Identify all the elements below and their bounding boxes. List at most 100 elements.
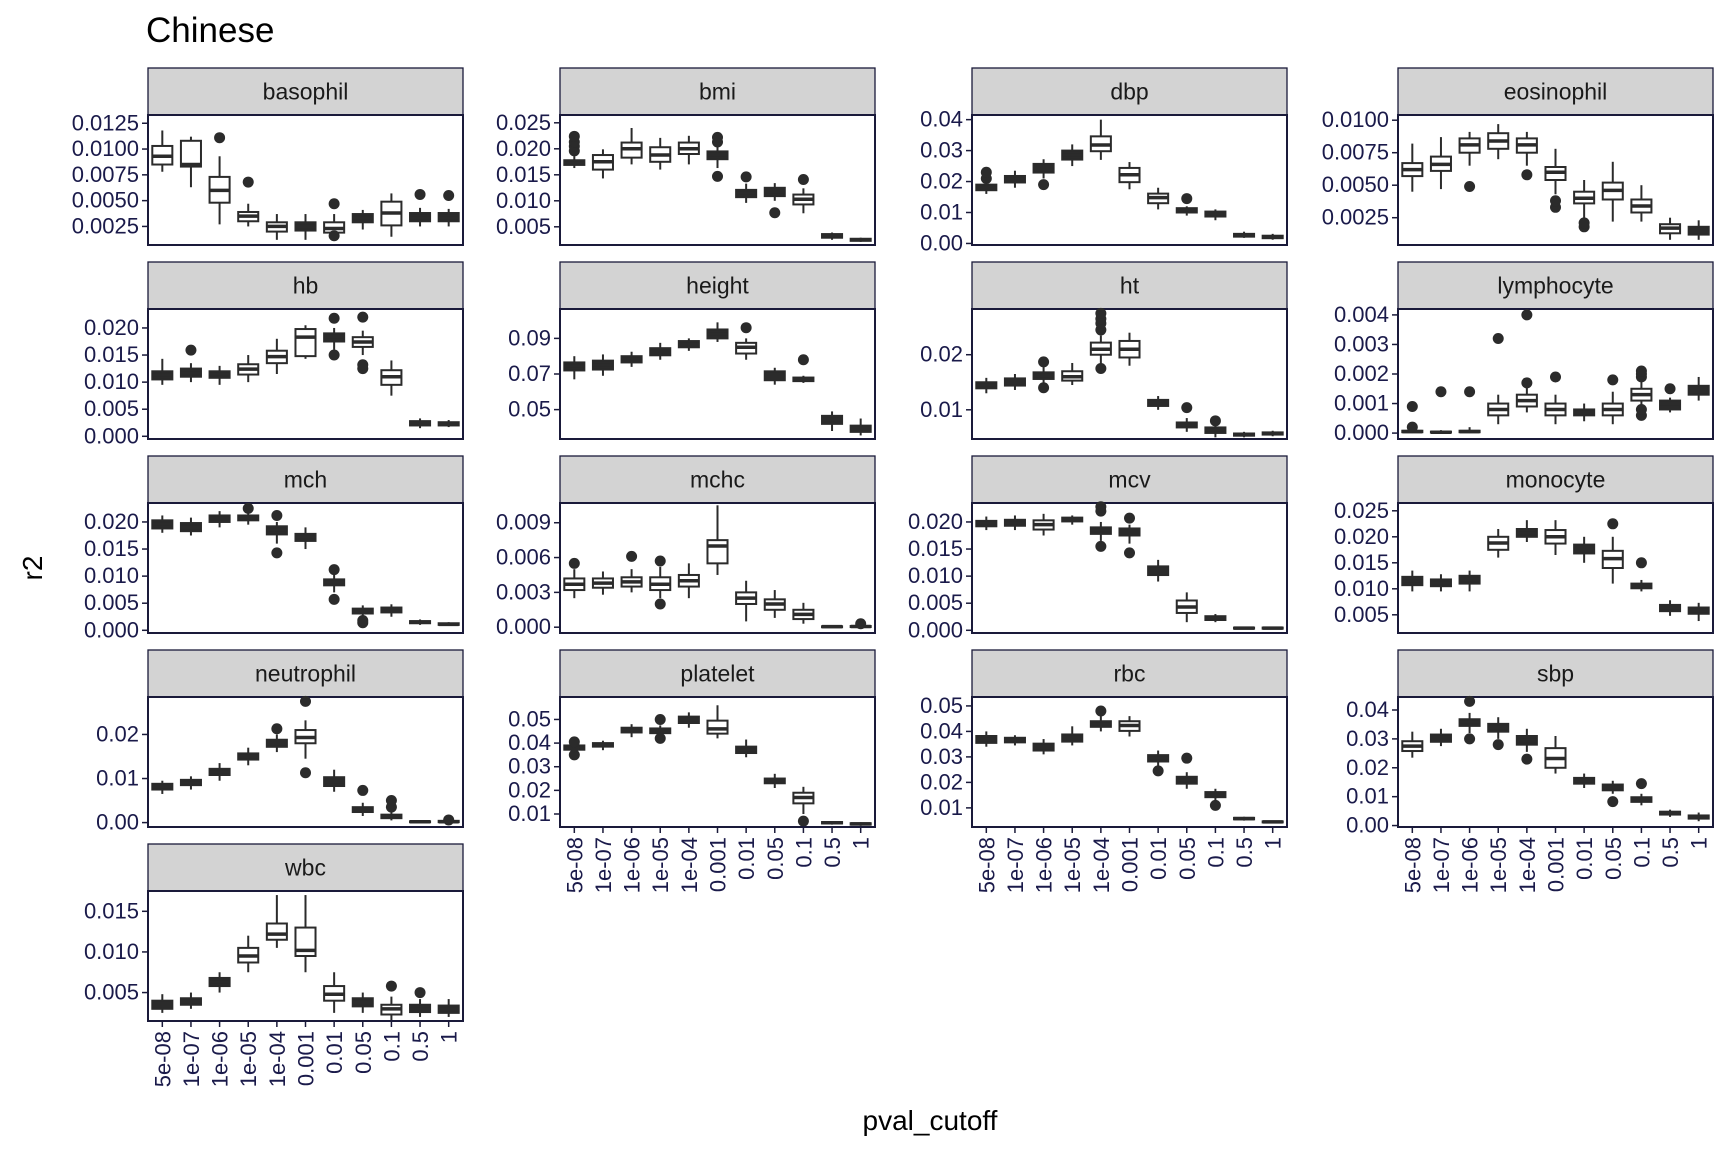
box-5e-08 <box>975 166 998 194</box>
y-tick-label: 0.01 <box>508 801 551 826</box>
x-tick-label: 1e-07 <box>1003 837 1028 893</box>
facet-strip <box>559 261 876 310</box>
outlier-point <box>1181 752 1193 764</box>
box-1e-06 <box>620 724 643 738</box>
x-tick-label: 0.01 <box>1146 837 1171 880</box>
y-tick-label: 0.02 <box>920 169 963 194</box>
y-tick-label: 0.04 <box>508 730 551 755</box>
box-0.001 <box>1544 148 1567 213</box>
panel-border <box>147 114 464 246</box>
outlier-point <box>769 207 781 219</box>
y-tick-label: 0.005 <box>84 590 139 615</box>
box-1e-04 <box>1515 728 1538 765</box>
box-1e-04 <box>1089 307 1112 374</box>
y-tick-label: 0.01 <box>920 200 963 225</box>
box-0.05 <box>763 367 786 385</box>
outlier-point <box>712 170 723 182</box>
x-tick-label: 0.01 <box>322 1031 347 1074</box>
y-tick-label: 0.0100 <box>1322 107 1389 132</box>
box-0.1 <box>380 604 403 617</box>
y-tick-label: 0.02 <box>920 342 963 367</box>
facet-strip-label: mcv <box>1108 467 1151 493</box>
box-1e-06 <box>1032 513 1055 536</box>
facet-wbc: wbc 0.005 0.010 0.015 5e-08 1e-07 1e-06 1e-05 1e… <box>84 843 464 1087</box>
box-0.5 <box>1659 383 1682 413</box>
facet-strip <box>147 67 464 116</box>
box-0.001 <box>706 131 729 182</box>
x-tick-label: 0.1 <box>1203 837 1228 868</box>
box-0.001 <box>294 895 317 973</box>
box-1e-05 <box>649 137 672 170</box>
outlier-point <box>1550 195 1561 207</box>
box-1e-05 <box>1487 529 1510 558</box>
outlier-point <box>1124 512 1135 524</box>
outlier-point <box>328 198 340 210</box>
y-tick-label: 0.025 <box>1334 498 1389 523</box>
facet-strip-label: wbc <box>284 855 326 881</box>
facet-strip <box>971 67 1288 116</box>
outlier-point <box>1435 386 1447 398</box>
outlier-point <box>328 564 340 576</box>
box-1e-07 <box>179 344 202 383</box>
facet-strip-label: ht <box>1120 273 1140 299</box>
box-0.05 <box>1601 780 1624 808</box>
box-1e-05 <box>649 555 672 610</box>
outlier-point <box>443 814 455 826</box>
box-1e-04 <box>1089 119 1112 160</box>
box-1e-07 <box>1429 386 1452 434</box>
y-tick-label: 0.001 <box>1334 391 1389 416</box>
facet-mchc: mchc 0.000 0.003 0.006 0.009 <box>496 455 876 639</box>
box-1e-07 <box>591 740 614 751</box>
x-tick-label: 0.1 <box>791 837 816 868</box>
outlier-point <box>797 173 809 185</box>
y-tick-label: 0.04 <box>920 718 963 743</box>
x-tick-label: 0.05 <box>351 1031 376 1074</box>
y-tick-label: 0.010 <box>1334 576 1389 601</box>
box-1e-05 <box>649 342 672 360</box>
box-0.1 <box>792 602 815 624</box>
box-1e-07 <box>1003 170 1026 188</box>
box-0.1 <box>380 193 403 237</box>
outlier-point <box>443 189 455 201</box>
x-tick-label: 0.001 <box>294 1031 319 1086</box>
facet-height: height 0.05 0.07 0.09 <box>508 261 876 440</box>
box-1e-07 <box>1003 735 1026 746</box>
x-tick-label: 0.05 <box>1175 837 1200 880</box>
outlier-point <box>1464 695 1476 707</box>
x-tick-label: 0.01 <box>734 837 759 880</box>
box-0.01 <box>1573 403 1596 422</box>
box-1e-05 <box>237 355 260 383</box>
outlier-point <box>357 311 369 323</box>
box-0.001 <box>1118 332 1141 366</box>
panel-border <box>147 696 464 828</box>
box-1e-05 <box>237 176 260 227</box>
x-tick-label: 1e-04 <box>1089 837 1114 893</box>
facet-strip <box>971 455 1288 504</box>
facet-strip <box>1397 67 1714 116</box>
y-tick-label: 0.0050 <box>72 188 139 213</box>
box-0.01 <box>1573 536 1596 563</box>
y-tick-label: 0.005 <box>496 214 551 239</box>
y-tick-label: 0.020 <box>908 509 963 534</box>
x-tick-label: 0.1 <box>1629 837 1654 868</box>
box-1 <box>1261 430 1284 437</box>
y-tick-label: 0.01 <box>920 397 963 422</box>
box-5e-08 <box>975 516 998 531</box>
x-tick-label: 1 <box>1261 837 1286 849</box>
box-0.1 <box>380 795 403 821</box>
box-1e-05 <box>1061 726 1084 746</box>
facet-strip <box>1397 455 1714 504</box>
outlier-point <box>797 815 809 827</box>
outlier-point <box>654 598 666 610</box>
outlier-point <box>385 795 397 807</box>
outlier-point <box>214 132 226 144</box>
x-tick-label: 1e-05 <box>1486 837 1511 893</box>
outlier-point <box>1038 356 1050 368</box>
x-tick-label: 0.5 <box>408 1031 433 1062</box>
box-0.01 <box>323 769 346 792</box>
y-tick-label: 0.000 <box>1334 420 1389 445</box>
box-0.1 <box>1630 365 1653 421</box>
